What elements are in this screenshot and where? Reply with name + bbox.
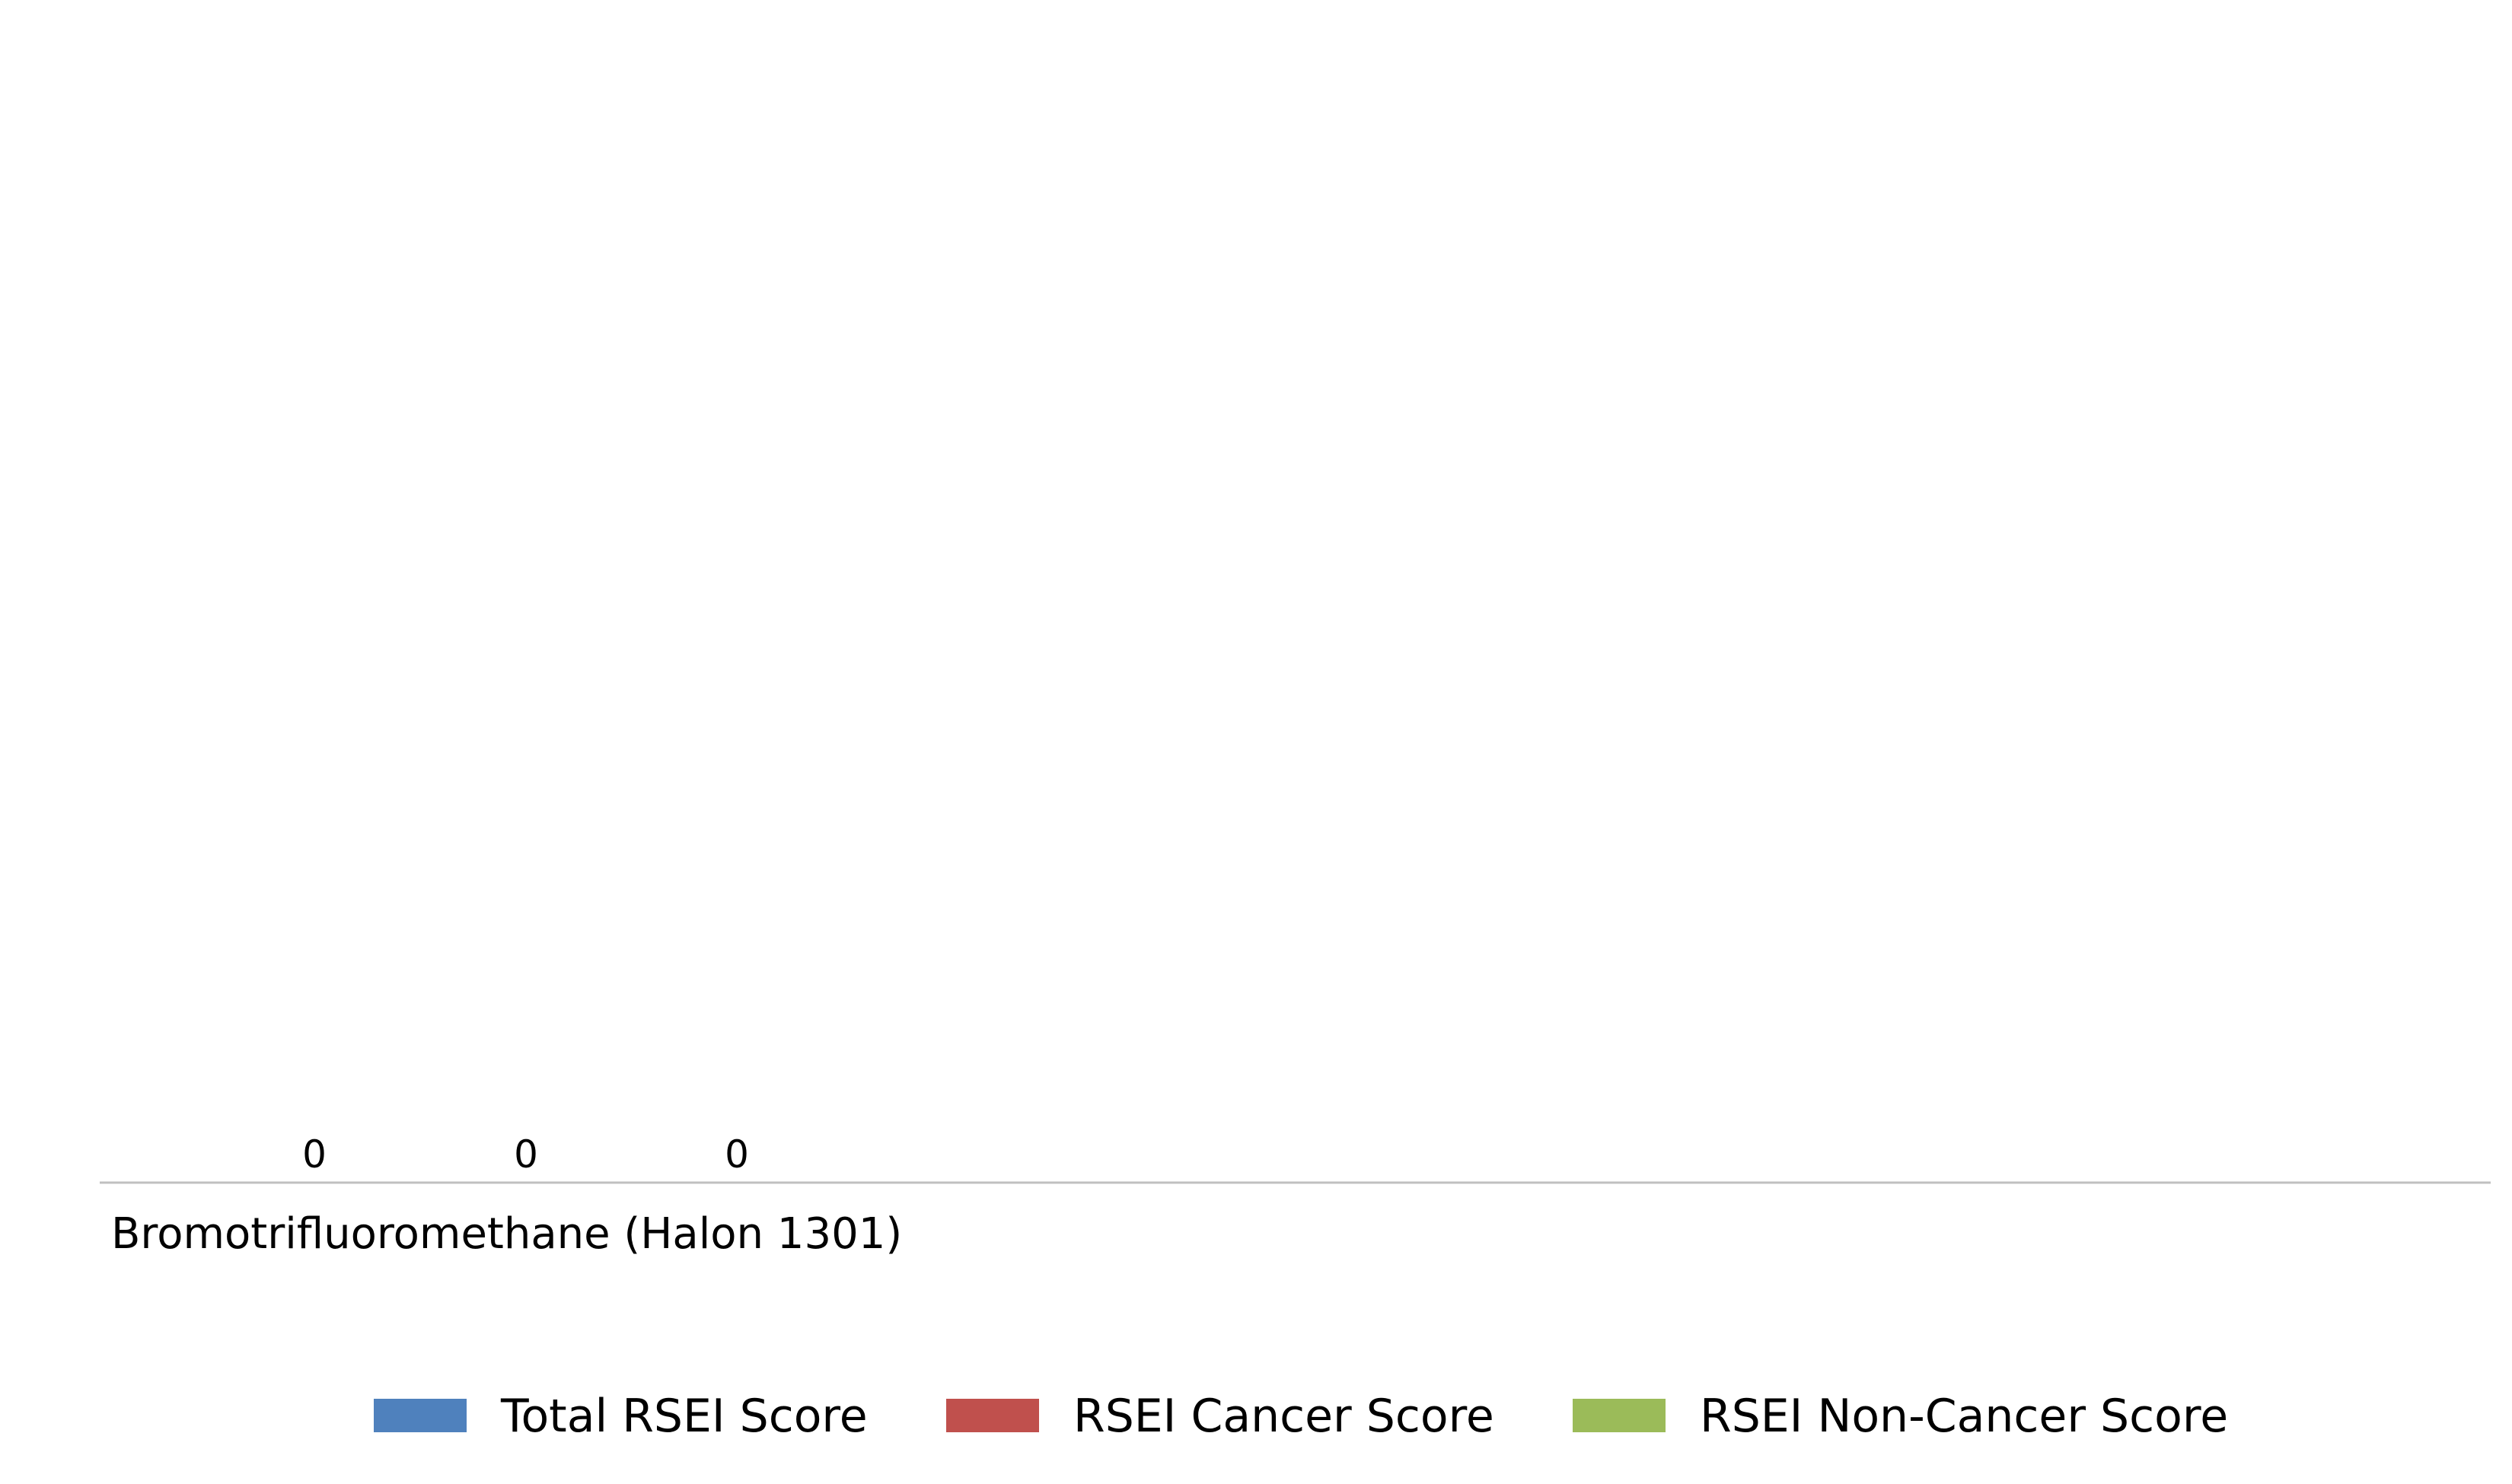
legend-label: Total RSEI Score [500,1390,868,1443]
category-label: Bromotrifluoromethane (Halon 1301) [111,1209,902,1259]
legend-swatch [374,1399,467,1432]
data-label: 0 [514,1132,538,1177]
legend-label: RSEI Non-Cancer Score [1700,1390,2228,1443]
data-label: 0 [725,1132,749,1177]
data-labels: 0 0 0 [302,1132,749,1177]
legend-label: RSEI Cancer Score [1073,1390,1494,1443]
legend-swatch [1573,1399,1666,1432]
data-label: 0 [302,1132,327,1177]
legend: Total RSEI Score RSEI Cancer Score RSEI No… [374,1390,2228,1443]
legend-swatch [946,1399,1039,1432]
